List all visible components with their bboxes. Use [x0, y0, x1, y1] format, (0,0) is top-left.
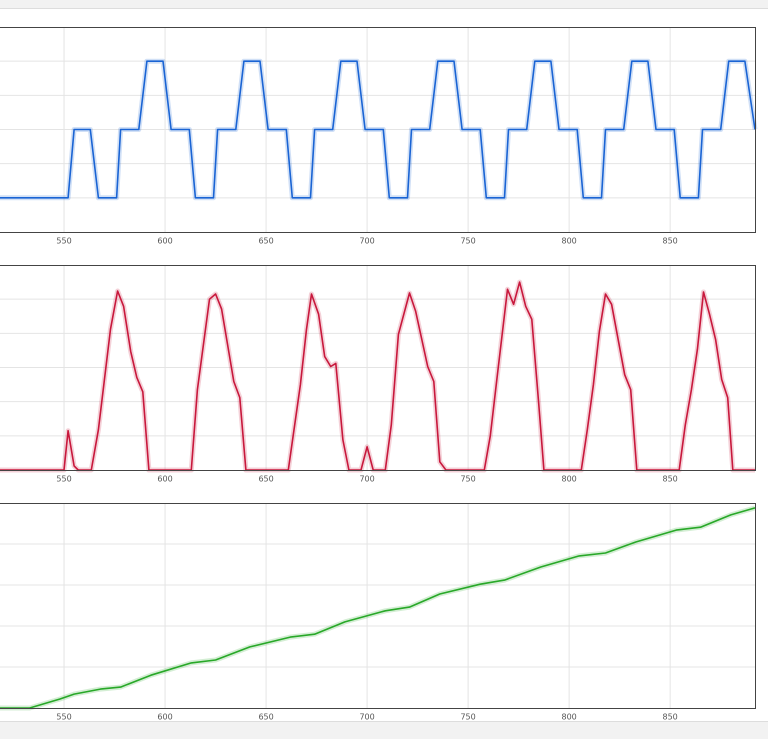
x-tick-label: 550 [56, 475, 71, 484]
x-tick-label: 650 [258, 713, 273, 722]
x-tick-label: 550 [56, 237, 71, 246]
x-tick-label: 700 [359, 237, 374, 246]
plot-border [0, 503, 756, 709]
series-line [0, 281, 755, 471]
plot-area [0, 503, 755, 708]
x-tick-label: 700 [359, 475, 374, 484]
x-tick-label: 800 [561, 713, 576, 722]
x-tick-label: 850 [663, 237, 678, 246]
x-tick-label: 600 [157, 475, 172, 484]
plot-border [0, 265, 756, 471]
x-tick-label: 750 [460, 713, 475, 722]
bottom-bar [0, 722, 768, 739]
x-tick-label: 800 [561, 237, 576, 246]
x-tick-label: 600 [157, 713, 172, 722]
x-tick-label: 750 [460, 475, 475, 484]
x-tick-label: 850 [663, 713, 678, 722]
x-tick-label: 700 [359, 713, 374, 722]
x-tick-label: 650 [258, 237, 273, 246]
x-tick-label: 850 [663, 475, 678, 484]
x-tick-label: 550 [56, 713, 71, 722]
top-bar [0, 0, 768, 8]
x-tick-label: 600 [157, 237, 172, 246]
x-tick-label: 800 [561, 475, 576, 484]
x-tick-label: 750 [460, 237, 475, 246]
plot-border [0, 27, 756, 233]
series-line [0, 60, 756, 199]
x-tick-label: 650 [258, 475, 273, 484]
series-line [0, 507, 756, 709]
